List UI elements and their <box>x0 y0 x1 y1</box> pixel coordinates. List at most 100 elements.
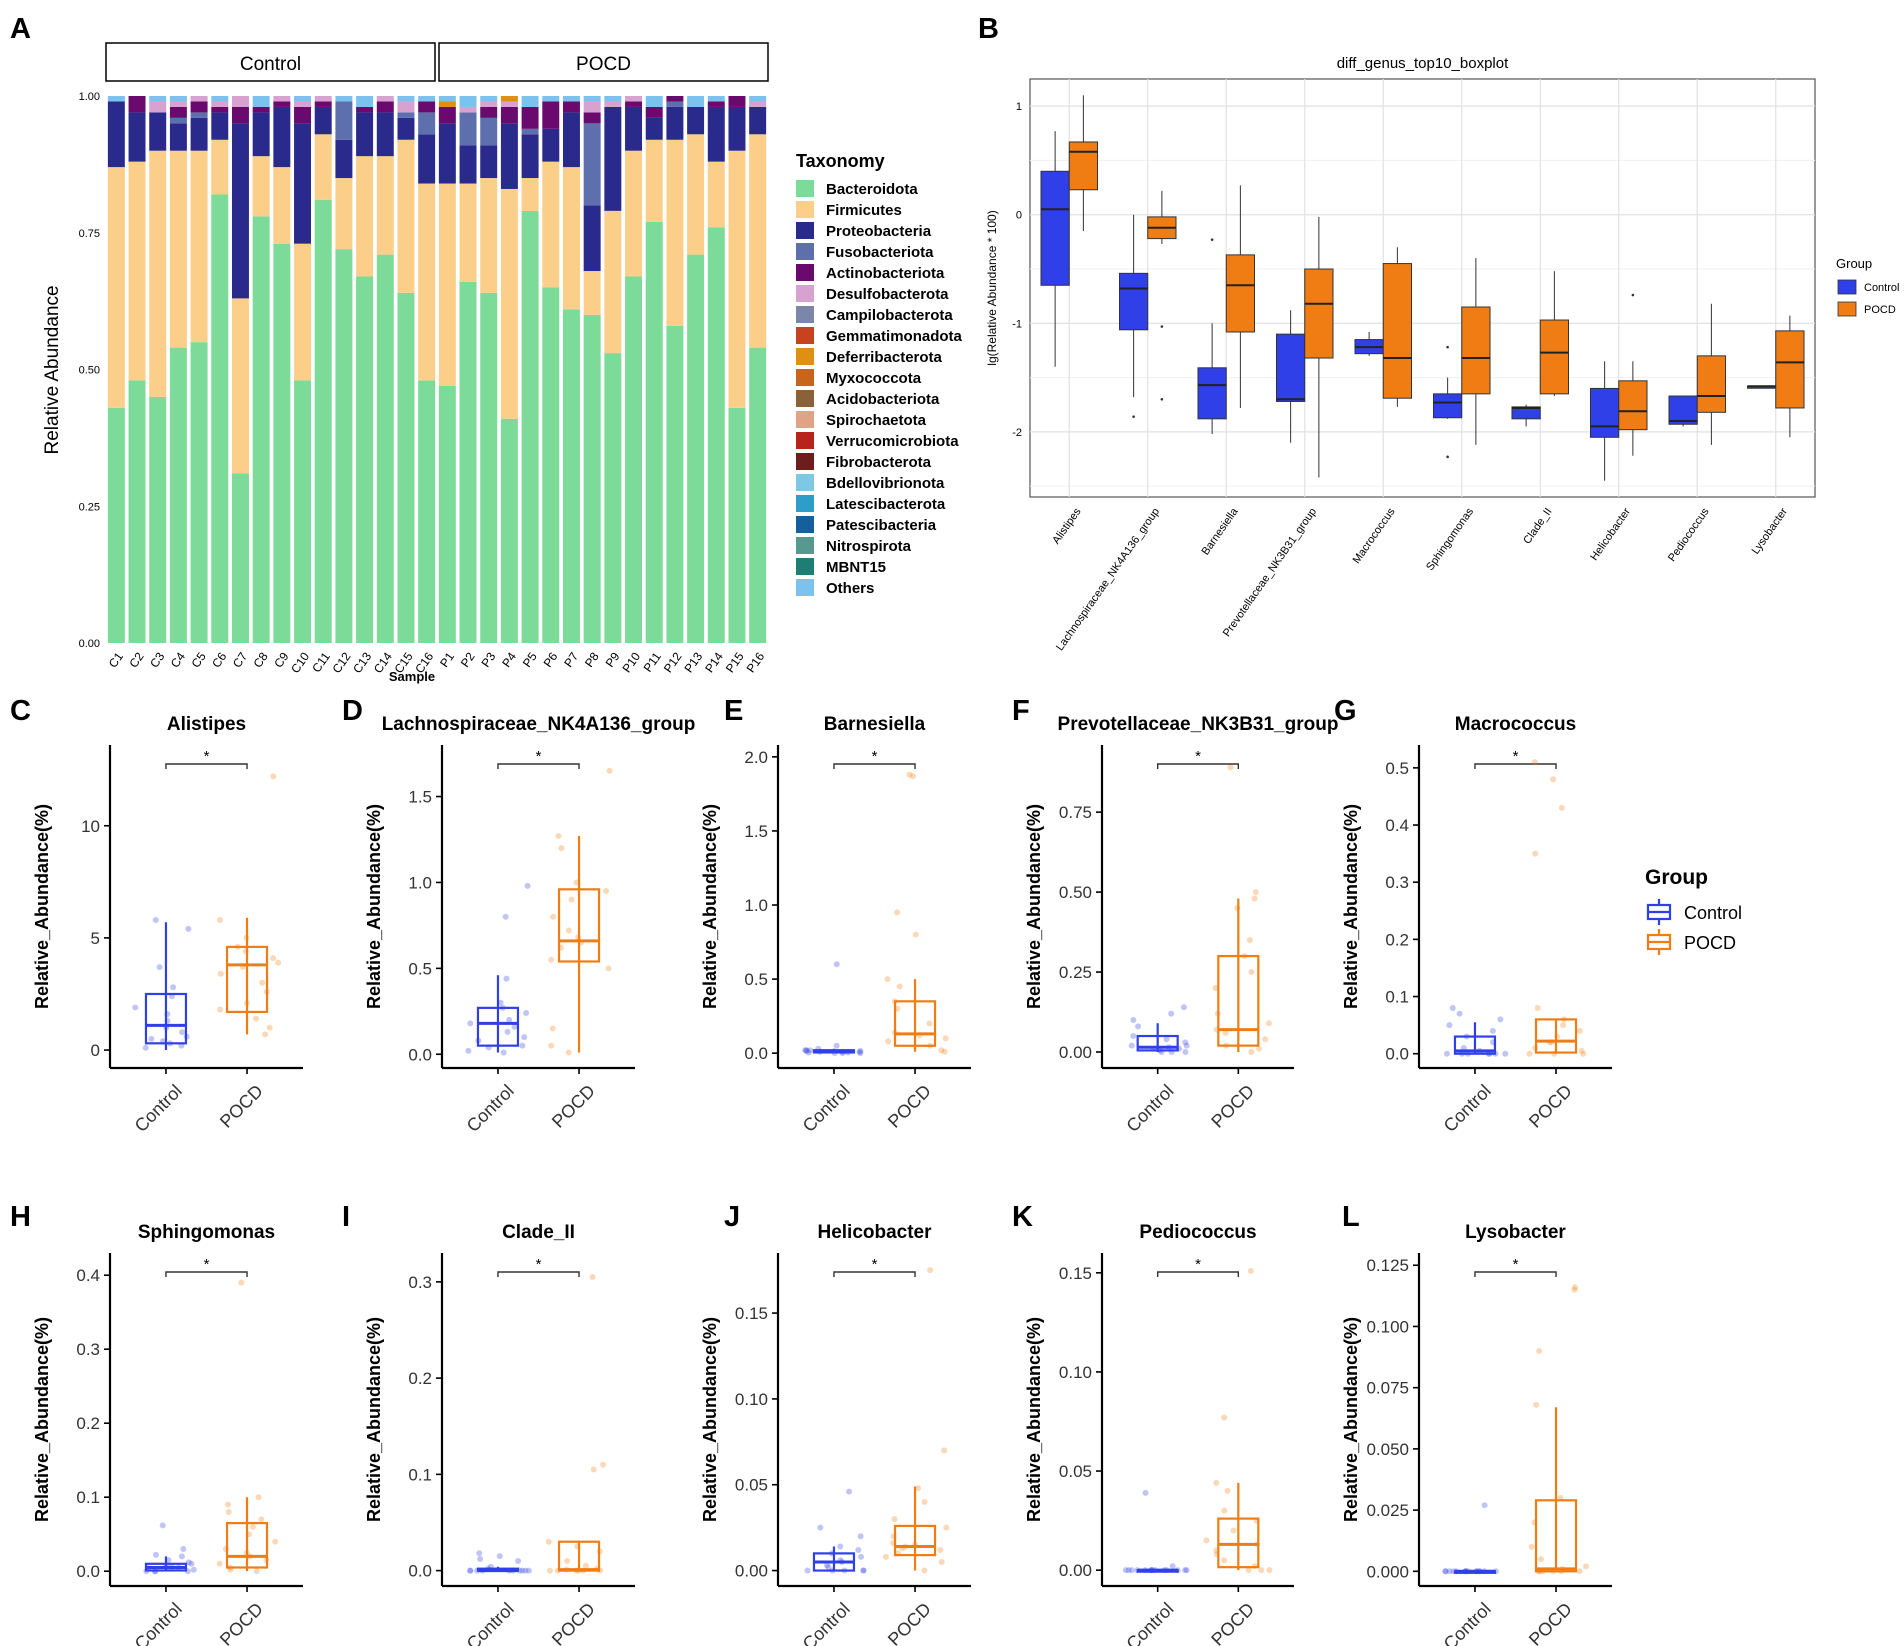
facet-strip-pocd <box>438 42 769 82</box>
bar-segment-P3-firmicutes <box>480 178 498 293</box>
data-point <box>1183 1042 1190 1049</box>
bar-segment-C1-bacteroidota <box>107 407 125 643</box>
panel-title: Lachnospiraceae_NK4A136_group <box>382 714 696 735</box>
bar-segment-P1-bacteroidota <box>438 385 456 643</box>
bar-segment-C8-others <box>252 96 270 107</box>
data-point <box>605 965 612 972</box>
box-sphingomonas-control <box>1432 393 1463 419</box>
data-point <box>519 1042 526 1049</box>
data-point <box>1558 804 1565 811</box>
data-point <box>1222 1029 1229 1036</box>
bar-segment-P9-firmicutes <box>604 210 622 354</box>
y-tick-label: 0.00 <box>735 1562 768 1581</box>
data-point <box>1168 1010 1175 1017</box>
significance-bracket <box>497 763 580 769</box>
y-tick-label: 0.50 <box>1059 883 1092 902</box>
bar-segment-C7-desulfobacterota <box>231 96 249 107</box>
y-tick-label: 0.15 <box>1059 1264 1092 1283</box>
bar-segment-C16-bacteroidota <box>418 380 436 643</box>
box-macrococcus-pocd <box>1382 263 1413 399</box>
bar-segment-C10-actinobacteriota <box>294 106 312 124</box>
legend-label-verrucomicrobiota: Verrucomicrobiota <box>826 433 959 450</box>
bar-segment-C5-proteobacteria <box>190 117 208 151</box>
bar-segment-C9-desulfobacterota <box>273 96 291 102</box>
bar-segment-C6-others <box>211 96 229 102</box>
x-tick-label: P5 <box>520 649 540 669</box>
box-outlier <box>1160 325 1164 328</box>
x-tick-label: POCD <box>1525 1081 1576 1132</box>
y-tick-label: -1 <box>1012 318 1022 330</box>
y-tick-label: 0.3 <box>76 1340 100 1359</box>
x-tick-label: Macrococcus <box>1351 506 1398 566</box>
panel-letter-g: G <box>1334 695 1357 727</box>
y-tick-label: 0 <box>91 1041 100 1060</box>
data-point <box>225 1509 232 1515</box>
significance-star: * <box>872 748 878 765</box>
bar-segment-P7-bacteroidota <box>562 309 580 643</box>
data-point <box>921 1498 928 1505</box>
data-point <box>1182 1039 1189 1046</box>
x-tick-label: P16 <box>744 649 768 675</box>
data-point <box>564 1557 571 1564</box>
data-point <box>565 927 572 934</box>
data-point <box>807 1047 814 1054</box>
data-point <box>467 1567 474 1574</box>
data-point <box>1128 1567 1135 1574</box>
bar-segment-C11-actinobacteriota <box>314 101 332 107</box>
x-tick-label: C6 <box>209 649 229 670</box>
data-point <box>497 999 504 1006</box>
legend-swatch-acidobacteriota <box>796 390 814 407</box>
bar-segment-P16-firmicutes <box>749 134 767 348</box>
panel-h-boxplot: Sphingomonas 0.0 0.1 0.2 0.3 0.4 Relative_Abun… <box>32 1222 303 1646</box>
bar-segment-P14-bacteroidota <box>707 227 725 643</box>
bar-segment-C6-actinobacteriota <box>211 106 229 113</box>
data-point <box>503 975 510 982</box>
data-point <box>1256 1045 1263 1052</box>
data-point <box>568 896 575 903</box>
legend-title: Taxonomy <box>796 151 885 171</box>
bar-segment-P9-proteobacteria <box>604 106 622 211</box>
significance-star: * <box>536 1256 542 1273</box>
data-point <box>582 1562 589 1569</box>
significance-bracket <box>1156 763 1240 769</box>
bar-segment-P7-proteobacteria <box>562 112 580 168</box>
data-point <box>590 1466 597 1473</box>
bar-segment-P13-proteobacteria <box>687 106 705 135</box>
data-point <box>1169 1563 1176 1570</box>
panel-title: Macrococcus <box>1455 714 1576 735</box>
box-pocd <box>893 1524 937 1557</box>
bar-segment-P7-firmicutes <box>562 167 580 310</box>
panel-letter-i: I <box>342 1201 350 1233</box>
data-point <box>1526 1050 1533 1057</box>
data-point <box>1163 1036 1170 1043</box>
legend-label-mbnt15: MBNT15 <box>826 559 886 576</box>
data-point <box>1212 985 1219 992</box>
bar-segment-C15-bacteroidota <box>397 292 415 643</box>
data-point <box>272 1538 279 1545</box>
panel-d-boxplot: Lachnospiraceae_NK4A136_group 0.0 0.5 1.0 1.… <box>364 714 695 1136</box>
box-outlier <box>1160 397 1164 401</box>
significance-bracket <box>1474 763 1557 769</box>
legend-label-fibrobacterota: Fibrobacterota <box>826 454 932 471</box>
bar-segment-C4-fusobacteriota <box>169 117 187 124</box>
panel-title: Helicobacter <box>817 1222 932 1243</box>
bar-segment-P9-desulfobacterota <box>604 101 622 107</box>
panel-letter-j: J <box>724 1201 740 1233</box>
bar-segment-P11-firmicutes <box>645 139 663 222</box>
data-point <box>833 1042 840 1049</box>
bar-segment-C1-firmicutes <box>107 167 125 408</box>
bar-segment-C16-fusobacteriota <box>418 112 436 135</box>
y-tick-label: 10 <box>81 817 100 836</box>
legend-swatch-patescibacteria <box>796 516 814 533</box>
data-point <box>1265 1020 1272 1027</box>
data-point <box>1538 1556 1545 1563</box>
y-tick-label: 1 <box>1016 101 1022 113</box>
bar-segment-P15-actinobacteriota <box>728 96 746 107</box>
bar-segment-P9-bacteroidota <box>604 353 622 643</box>
x-tick-label: Control <box>799 1599 854 1646</box>
x-tick-label: Lysobacter <box>1750 506 1791 557</box>
data-point <box>190 1566 197 1573</box>
box-alistipes-control <box>1040 170 1070 286</box>
box-sphingomonas-pocd <box>1461 306 1491 395</box>
data-point <box>837 1543 844 1550</box>
